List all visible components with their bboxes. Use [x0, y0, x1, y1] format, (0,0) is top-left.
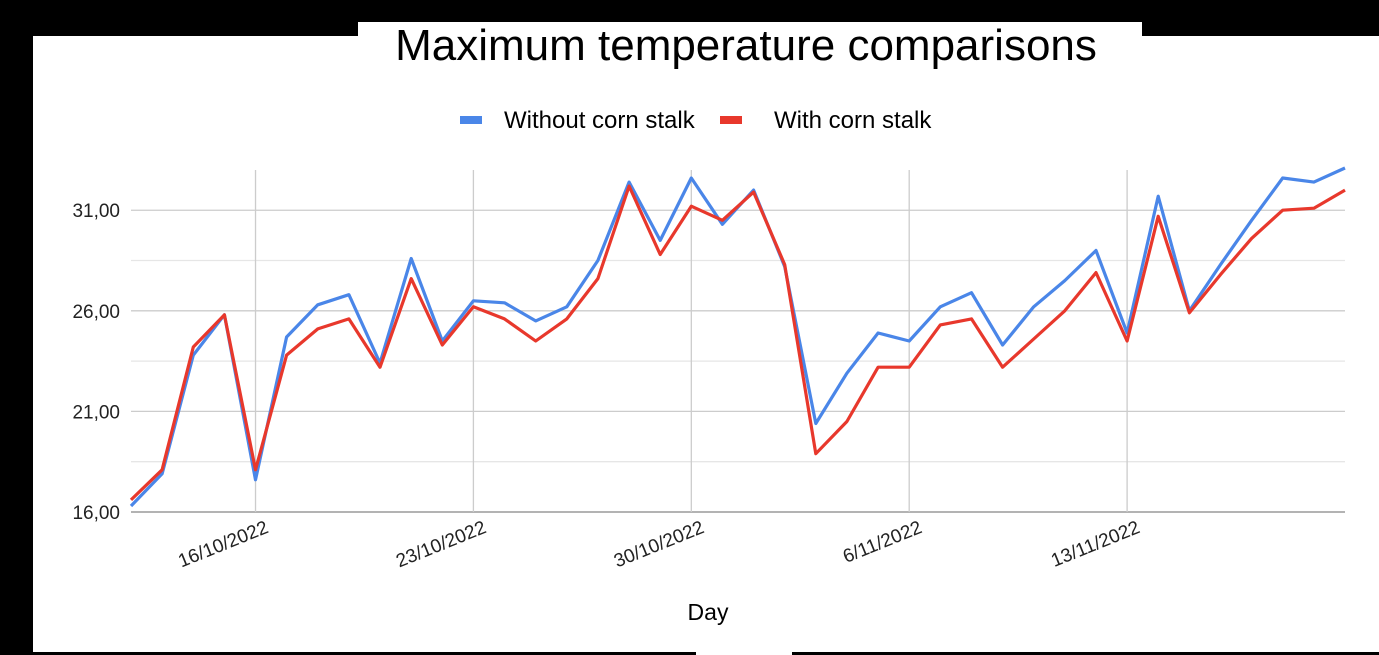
x-axis-label: Day [688, 599, 729, 625]
series-lines [129, 166, 1346, 508]
y-tick-label: 16,00 [72, 503, 120, 524]
title-background [358, 22, 1142, 72]
y-tick-label: 26,00 [72, 302, 120, 323]
y-tick-labels: 16,00 21,00 26,00 31,00 [72, 201, 120, 524]
chart-title: Maximum temperature comparisons [395, 21, 1097, 70]
series-line-1 [129, 184, 1346, 502]
legend-label-0: Without corn stalk [504, 107, 696, 134]
y-tick-label: 21,00 [72, 402, 120, 423]
y-tick-label: 31,00 [72, 201, 120, 222]
bottom-edge [792, 652, 1379, 655]
bottom-edge [33, 652, 696, 655]
legend: Without corn stalk With corn stalk [460, 107, 932, 134]
chart-background [33, 36, 1379, 655]
legend-swatch-1 [720, 116, 742, 124]
legend-label-1: With corn stalk [774, 107, 932, 134]
legend-swatch-0 [460, 116, 482, 124]
